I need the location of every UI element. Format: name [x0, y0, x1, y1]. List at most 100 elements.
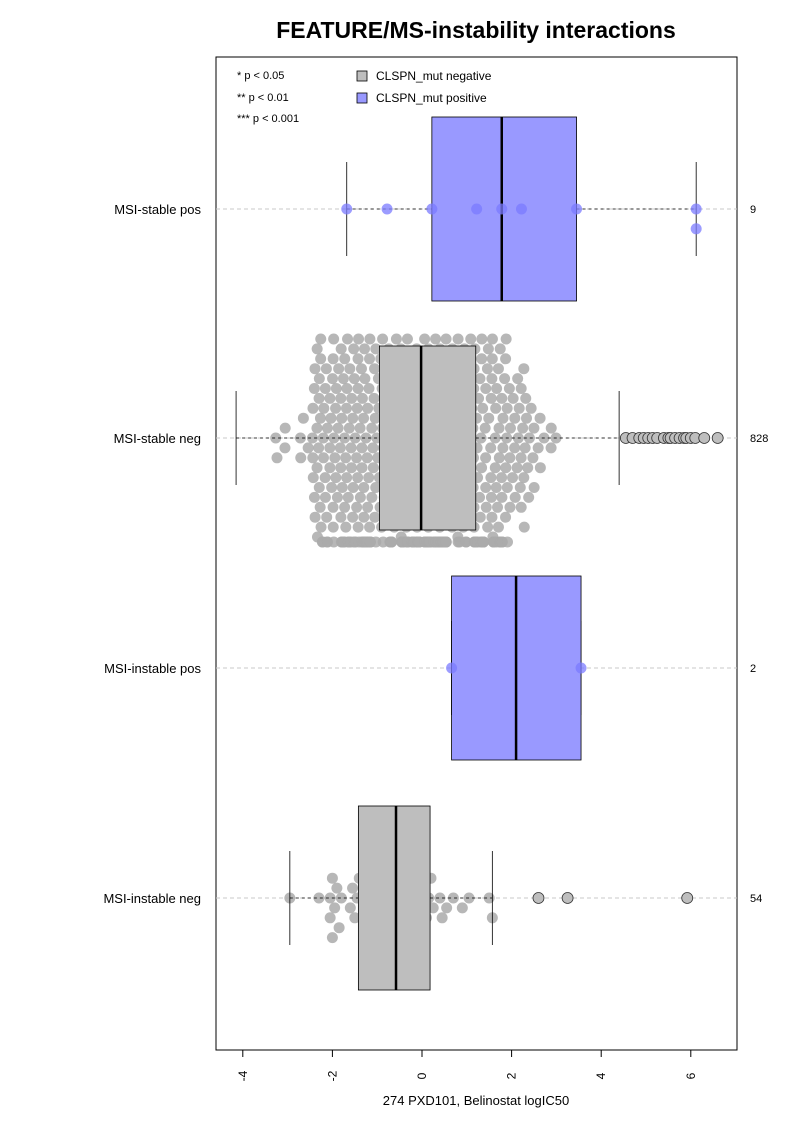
data-point: [352, 383, 364, 394]
data-point: [528, 482, 540, 493]
legend-swatch-positive: [356, 92, 368, 104]
group-labels: MSI-stable pos MSI-stable neg MSI-instable…: [103, 202, 201, 906]
data-point: [362, 402, 374, 414]
data-point: [545, 422, 557, 434]
data-point: [483, 412, 495, 424]
data-point: [489, 462, 501, 474]
data-point: [313, 392, 325, 404]
data-point: [492, 521, 504, 533]
data-point: [328, 333, 340, 345]
x-axis: -4 -2 0 2 4 6: [236, 1049, 698, 1081]
data-point: [482, 521, 494, 533]
data-point: [327, 373, 339, 385]
data-point: [366, 491, 378, 503]
data-point: [332, 422, 344, 434]
data-point: [349, 912, 361, 924]
data-point: [499, 373, 511, 385]
group-label: MSI-stable pos: [114, 202, 201, 217]
data-point: [326, 482, 338, 493]
x-tick-label: 2: [505, 1072, 519, 1079]
data-point: [317, 452, 329, 464]
data-point: [518, 363, 530, 375]
data-point: [485, 392, 497, 404]
data-point: [523, 432, 535, 444]
data-point: [328, 536, 340, 548]
data-point: [320, 363, 332, 375]
data-point: [485, 472, 497, 484]
data-point: [369, 363, 381, 375]
data-point: [441, 902, 453, 914]
data-point: [308, 383, 320, 394]
data-point: [351, 501, 363, 513]
data-point: [331, 882, 343, 894]
data-point: [324, 392, 336, 404]
data-point: [324, 442, 336, 454]
data-point: [475, 432, 487, 444]
data-point: [491, 383, 503, 394]
group-counts: 9 828 2 54: [750, 204, 768, 905]
data-point: [361, 452, 373, 464]
data-point: [485, 491, 497, 503]
legend-label-negative: CLSPN_mut negative: [376, 69, 492, 83]
data-point: [345, 442, 357, 454]
data-point: [352, 353, 364, 365]
data-point: [390, 333, 402, 345]
data-point: [363, 383, 375, 394]
data-point: [330, 383, 342, 394]
legend: * p < 0.05 ** p < 0.01 *** p < 0.001 CLS…: [237, 69, 492, 125]
data-point: [401, 333, 413, 345]
data-point: [308, 491, 320, 503]
data-point: [307, 402, 319, 414]
data-point: [321, 511, 333, 523]
data-point: [340, 402, 352, 414]
data-point: [270, 432, 282, 444]
data-point: [347, 482, 359, 493]
data-point: [346, 392, 358, 404]
data-point: [515, 452, 527, 464]
data-point: [359, 373, 371, 385]
data-point: [490, 482, 502, 493]
data-point: [515, 203, 527, 215]
data-point: [370, 482, 382, 493]
data-point: [313, 442, 325, 454]
overlay-marks: [341, 203, 724, 904]
data-point: [381, 203, 393, 215]
data-point: [482, 343, 494, 355]
group-label: MSI-stable neg: [114, 431, 201, 446]
data-point: [520, 392, 532, 404]
data-point: [271, 452, 283, 464]
data-point: [356, 442, 368, 454]
data-point: [358, 412, 370, 424]
data-point: [319, 491, 331, 503]
data-point: [354, 422, 366, 434]
data-point: [504, 422, 516, 434]
data-point: [339, 501, 351, 513]
data-point: [474, 491, 486, 503]
data-point: [501, 402, 513, 414]
data-point: [354, 491, 366, 503]
data-point: [481, 363, 493, 375]
data-point: [520, 412, 532, 424]
data-point: [344, 902, 356, 914]
sig-legend-2: ** p < 0.01: [237, 92, 289, 104]
data-point: [532, 442, 544, 454]
data-point: [571, 203, 583, 215]
data-point: [359, 343, 371, 355]
data-point: [509, 491, 521, 503]
data-point: [367, 462, 379, 474]
data-point: [309, 363, 321, 375]
data-point: [496, 472, 508, 484]
data-point: [335, 462, 347, 474]
data-point: [334, 442, 346, 454]
data-point: [358, 511, 370, 523]
data-point: [518, 521, 530, 533]
data-point: [440, 536, 452, 548]
data-point: [364, 353, 376, 365]
data-point: [347, 882, 359, 894]
data-point: [436, 912, 448, 924]
outlier-point: [698, 432, 711, 444]
data-point: [515, 383, 527, 394]
data-point: [534, 412, 546, 424]
data-point: [486, 373, 498, 385]
